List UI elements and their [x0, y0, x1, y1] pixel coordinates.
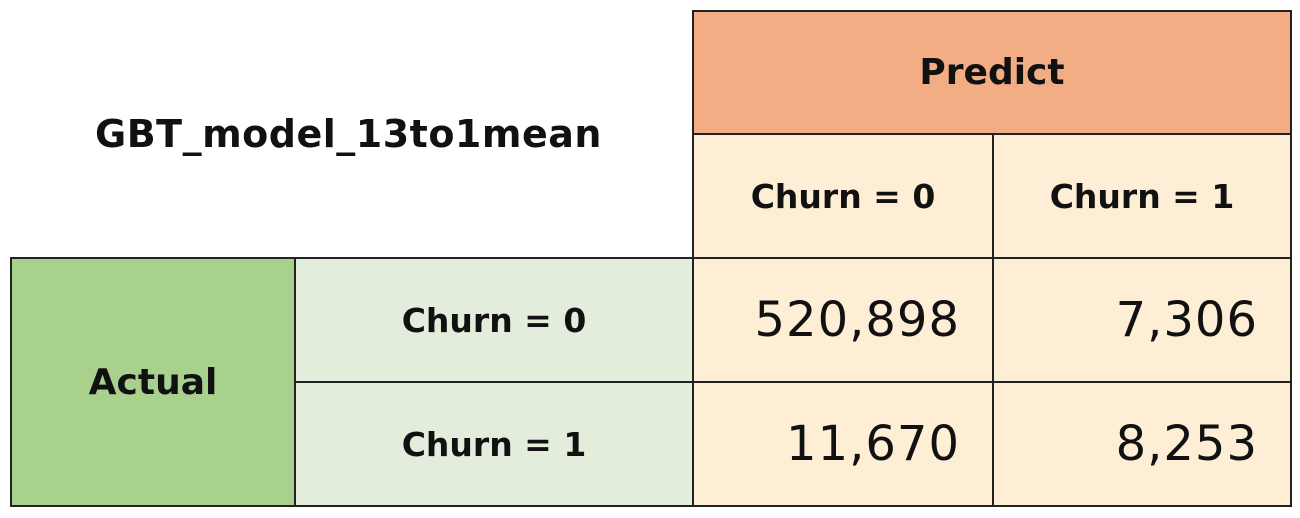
true-negative-cell: 520,898: [692, 257, 994, 383]
predict-header: Predict: [692, 10, 1292, 135]
false-positive-cell: 7,306: [992, 257, 1292, 383]
actual-churn-0-header: Churn = 0: [294, 257, 694, 383]
predict-churn-1-header: Churn = 1: [992, 133, 1292, 259]
actual-churn-1-header: Churn = 1: [294, 381, 694, 507]
false-negative-cell: 11,670: [692, 381, 994, 507]
predict-churn-0-header: Churn = 0: [692, 133, 994, 259]
actual-header: Actual: [10, 257, 296, 507]
true-positive-cell: 8,253: [992, 381, 1292, 507]
model-title: GBT_model_13to1mean: [95, 112, 602, 156]
